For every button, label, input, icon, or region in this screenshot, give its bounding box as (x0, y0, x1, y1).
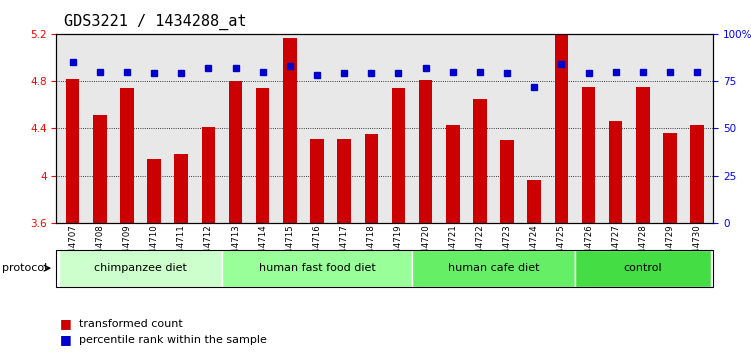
Bar (256, 88, 270, 223)
Bar (500, 140, 514, 223)
Bar (473, 99, 487, 223)
Bar (663, 133, 677, 223)
Bar (446, 125, 460, 223)
Bar (575, 250, 710, 287)
Bar (412, 250, 575, 287)
Text: control: control (623, 263, 662, 273)
Bar (93, 115, 107, 223)
Text: human cafe diet: human cafe diet (448, 263, 539, 273)
Bar (147, 159, 161, 223)
Bar (392, 88, 406, 223)
Bar (59, 250, 222, 287)
Text: human fast food diet: human fast food diet (258, 263, 376, 273)
Text: protocol: protocol (2, 263, 47, 273)
Bar (56, 250, 713, 287)
Bar (174, 154, 188, 223)
Text: ■: ■ (60, 318, 72, 330)
Text: GDS3221 / 1434288_at: GDS3221 / 1434288_at (64, 14, 246, 30)
Bar (201, 127, 216, 223)
Bar (690, 125, 704, 223)
Bar (527, 181, 541, 223)
Bar (310, 139, 324, 223)
Bar (222, 250, 412, 287)
Bar (229, 81, 243, 223)
Bar (554, 35, 569, 223)
Bar (66, 79, 80, 223)
Bar (337, 139, 351, 223)
Bar (120, 88, 134, 223)
Bar (364, 134, 378, 223)
Text: ■: ■ (60, 333, 72, 346)
Text: transformed count: transformed count (79, 319, 182, 329)
Text: chimpanzee diet: chimpanzee diet (94, 263, 187, 273)
Text: percentile rank within the sample: percentile rank within the sample (79, 335, 267, 345)
Bar (283, 38, 297, 223)
Bar (582, 87, 596, 223)
Bar (609, 121, 623, 223)
Bar (636, 87, 650, 223)
Bar (419, 80, 433, 223)
